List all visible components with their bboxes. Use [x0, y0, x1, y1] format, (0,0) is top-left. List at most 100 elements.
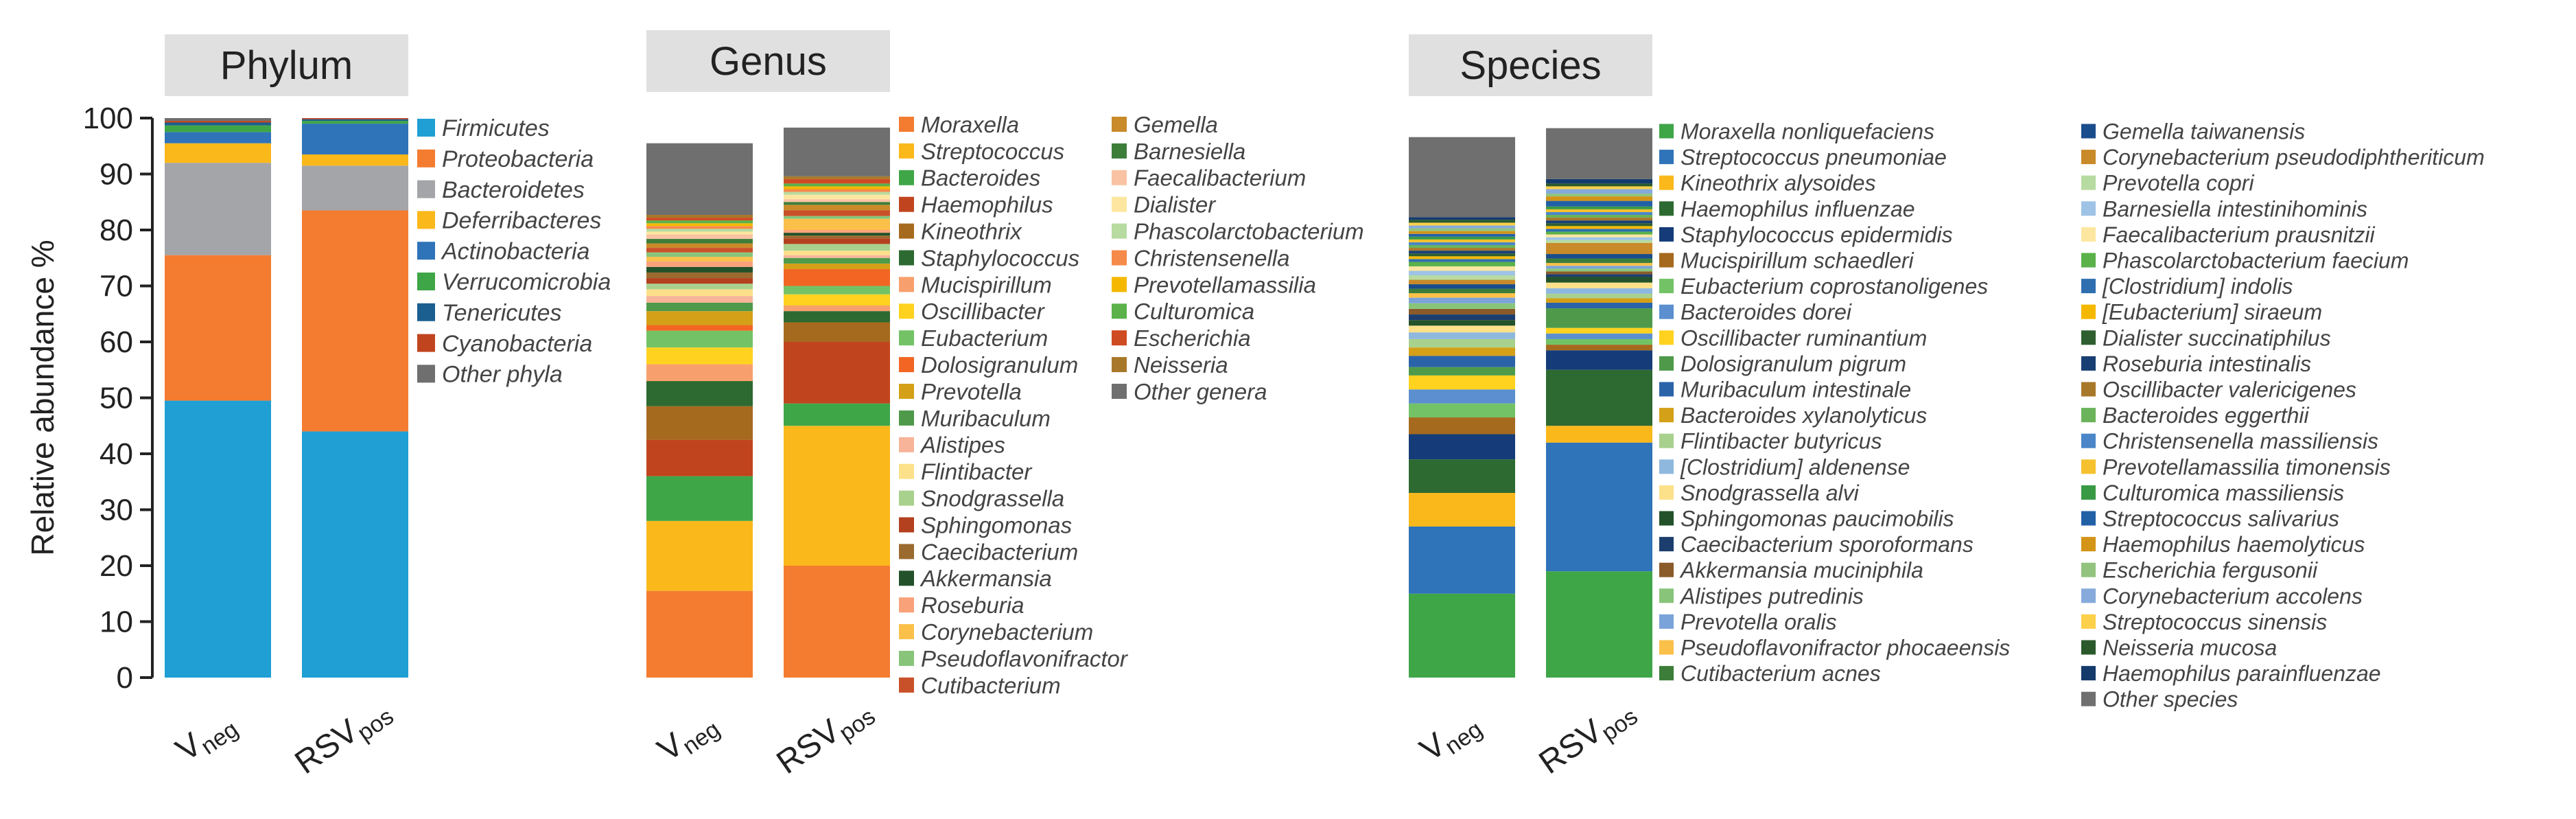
- bar-segment: [784, 199, 890, 203]
- bar-segment: [302, 119, 408, 122]
- legend-swatch: [2081, 691, 2096, 706]
- legend-swatch: [1112, 384, 1127, 399]
- bar-segment: [646, 239, 753, 244]
- panel-title: Species: [1460, 43, 1601, 88]
- y-tick-label: 40: [99, 437, 133, 471]
- legend-label: Streptococcus salivarius: [2103, 507, 2339, 531]
- legend-label: Roseburia: [921, 592, 1024, 618]
- bar-segment: [1546, 206, 1652, 209]
- legend-swatch: [1659, 562, 1674, 577]
- bar-segment: [646, 476, 753, 521]
- legend-swatch: [1112, 330, 1127, 346]
- bar-segment: [1546, 308, 1652, 328]
- legend-label: Streptococcus sinensis: [2103, 610, 2327, 634]
- bar-segment: [1409, 137, 1515, 218]
- legend-label: Akkermansia: [920, 566, 1052, 591]
- legend-swatch: [2081, 562, 2096, 577]
- bar-segment: [784, 210, 890, 216]
- legend-label: Caecibacterium: [921, 539, 1078, 564]
- panel-title: Phylum: [220, 43, 353, 88]
- legend-label: Christensenella massiliensis: [2103, 429, 2378, 454]
- bar-segment: [1409, 236, 1515, 240]
- bar-segment: [646, 381, 753, 406]
- legend-label: Cyanobacteria: [442, 331, 592, 357]
- legend-swatch: [1659, 124, 1674, 139]
- bar-segment: [784, 403, 890, 426]
- bar-segment: [784, 205, 890, 211]
- legend-swatch: [899, 410, 914, 426]
- bar-segment: [1409, 459, 1515, 494]
- legend-label: Faecalibacterium: [1134, 165, 1306, 191]
- bar-segment: [646, 289, 753, 297]
- legend-label: Sphingomonas: [921, 512, 1072, 538]
- bar-segment: [165, 163, 271, 255]
- bar-segment: [646, 302, 753, 312]
- legend-label: Prevotellamassilia: [1134, 272, 1316, 297]
- bar-segment: [1409, 222, 1515, 226]
- legend-label: Dialister: [1134, 192, 1217, 218]
- legend-swatch: [1659, 408, 1674, 423]
- bar-segment: [1409, 279, 1515, 285]
- legend-label: Corynebacterium: [921, 619, 1093, 645]
- legend-swatch: [899, 143, 914, 159]
- bar-segment: [1409, 225, 1515, 229]
- bar-segment: [1546, 293, 1652, 299]
- legend-swatch: [1659, 666, 1674, 681]
- bar-segment: [165, 143, 271, 163]
- bar-segment: [784, 426, 890, 566]
- bar-segment: [1409, 288, 1515, 294]
- y-tick-label: 90: [99, 158, 133, 192]
- bar-segment: [1409, 303, 1515, 309]
- legend-label: Haemophilus influenzae: [1681, 196, 1915, 221]
- legend-swatch: [2081, 588, 2096, 603]
- legend-label: Prevotella: [921, 379, 1022, 404]
- bar-segment: [784, 194, 890, 200]
- bar-segment: [1546, 571, 1652, 678]
- legend-label: [Clostridium] aldenense: [1680, 454, 1910, 479]
- legend-swatch: [417, 211, 435, 229]
- bar-segment: [646, 257, 753, 262]
- legend-label: Dolosigranulum pigrum: [1681, 351, 1906, 376]
- bar-segment: [646, 220, 753, 224]
- legend-label: Firmicutes: [442, 115, 550, 141]
- bar-segment: [165, 122, 271, 126]
- legend-swatch: [899, 490, 914, 506]
- legend-swatch: [417, 334, 435, 352]
- bar-segment: [784, 294, 890, 306]
- y-tick-label: 0: [117, 661, 133, 695]
- legend-swatch: [2081, 408, 2096, 423]
- bar-segment: [784, 257, 890, 264]
- bar-segment: [1546, 338, 1652, 345]
- legend-label: Gemella taiwanensis: [2103, 119, 2305, 144]
- bar-segment: [646, 347, 753, 365]
- bar-segment: [646, 252, 753, 257]
- bar-segment: [1409, 231, 1515, 234]
- legend-label: Actinobacteria: [441, 238, 589, 264]
- legend-label: Muribaculum intestinale: [1681, 378, 1911, 402]
- bar-segment: [646, 406, 753, 440]
- bar-segment: [1409, 367, 1515, 376]
- legend-swatch: [899, 570, 914, 586]
- bar-segment: [1409, 266, 1515, 271]
- legend-swatch: [899, 651, 914, 666]
- bar-segment: [1409, 434, 1515, 460]
- legend-swatch: [899, 223, 914, 239]
- legend-swatch: [417, 180, 435, 198]
- legend-label: Akkermansia muciniphila: [1679, 558, 1923, 583]
- panel-title-box: [1409, 34, 1652, 96]
- bar-segment: [1409, 245, 1515, 249]
- y-tick-label: 30: [99, 494, 133, 527]
- legend-label: Escherichia fergusonii: [2103, 558, 2318, 583]
- bar-segment: [784, 263, 890, 270]
- legend-swatch: [1112, 223, 1127, 239]
- legend-label: Roseburia intestinalis: [2103, 351, 2311, 376]
- legend-swatch: [1659, 356, 1674, 371]
- legend-swatch: [1659, 433, 1674, 448]
- bar-segment: [1409, 284, 1515, 289]
- bar-segment: [784, 244, 890, 251]
- bar-segment: [1546, 345, 1652, 351]
- bar-segment: [165, 132, 271, 143]
- legend-swatch: [1659, 227, 1674, 242]
- legend-label: Oscillibacter valericigenes: [2103, 378, 2356, 402]
- bar-segment: [1409, 256, 1515, 259]
